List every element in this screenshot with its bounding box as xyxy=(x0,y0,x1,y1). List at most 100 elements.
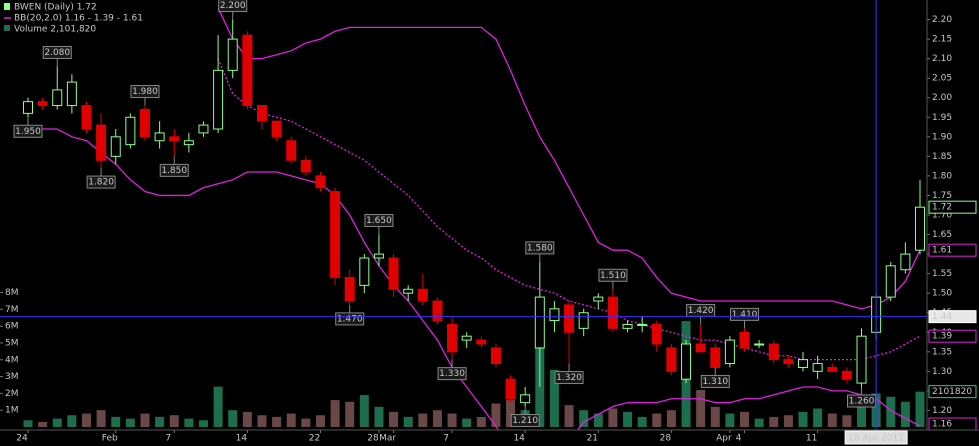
candle-body xyxy=(578,312,589,329)
y-tick-label: 2.00 xyxy=(932,93,952,103)
volume-tick-label: 3M xyxy=(5,372,19,382)
volume-bar xyxy=(111,416,121,427)
annotation: 1.420 xyxy=(688,306,714,316)
volume-bar xyxy=(506,400,516,427)
annotation: 1.850 xyxy=(161,166,187,176)
x-tick-label: 28 xyxy=(660,434,672,444)
x-tick-label: Mar xyxy=(379,434,396,444)
candle-body xyxy=(900,253,911,271)
x-tick-label: Feb xyxy=(102,434,118,444)
candle-body xyxy=(768,343,779,361)
volume-bar xyxy=(257,415,267,427)
volume-tick-label: 7M xyxy=(5,305,19,315)
candle-body xyxy=(695,343,706,353)
candle-body xyxy=(359,257,370,286)
annotation: 1.980 xyxy=(132,87,158,97)
volume-bar xyxy=(23,420,33,427)
y-tick-label: 1.30 xyxy=(932,367,952,377)
volume-bar xyxy=(593,413,603,427)
y-tick-label: 1.85 xyxy=(932,152,952,162)
candle-body xyxy=(856,335,867,384)
candle-body xyxy=(344,277,355,302)
candle-body xyxy=(315,175,326,189)
candle-body xyxy=(593,296,604,302)
candle-body xyxy=(666,347,677,372)
candle-body xyxy=(490,347,501,365)
volume-tick-label: 5M xyxy=(5,338,19,348)
value-box-label: 1.16 xyxy=(932,420,952,430)
candle-body xyxy=(373,253,384,259)
y-tick-label: 1.80 xyxy=(932,171,952,181)
y-tick-label: 1.65 xyxy=(932,230,952,240)
band-lower xyxy=(27,124,921,430)
volume-bar xyxy=(886,396,896,427)
candle-body xyxy=(827,366,838,372)
candle-body xyxy=(81,105,92,130)
candle-body xyxy=(96,124,107,161)
annotation-box xyxy=(364,214,394,228)
candle-body xyxy=(37,101,48,107)
candle-body xyxy=(52,89,63,107)
candle-body xyxy=(242,34,253,107)
x-tick-label: 14 xyxy=(236,434,248,444)
value-box xyxy=(928,329,977,343)
chart-title: BWEN (Daily) 1.72 xyxy=(14,3,97,13)
annotation-box xyxy=(130,85,160,99)
annotation: 1.260 xyxy=(849,397,875,407)
y-tick-label: 1.50 xyxy=(932,289,952,299)
x-tick-label: 11 xyxy=(806,434,817,444)
annotation-box xyxy=(510,414,540,428)
candle-body xyxy=(198,124,209,134)
y-tick-label: 2.10 xyxy=(932,54,952,64)
annotation: 1.950 xyxy=(15,127,41,137)
value-box-label: 2101820 xyxy=(932,387,972,397)
volume-bar xyxy=(38,421,48,427)
volume-bar xyxy=(623,411,633,427)
volume-tick-label: 4M xyxy=(5,355,19,365)
volume-bar xyxy=(447,413,457,427)
candle-body xyxy=(520,394,531,404)
volume-bar xyxy=(67,415,77,427)
candle-body xyxy=(447,323,458,353)
y-tick-label: 2.20 xyxy=(932,15,952,25)
candle-body xyxy=(417,288,428,302)
crosshair-date: 18 Apr 2011 xyxy=(848,434,904,444)
candle-body xyxy=(710,347,721,368)
annotation-box xyxy=(730,307,760,321)
volume-bar xyxy=(242,411,252,427)
legend-entry: Volume 2,101,820 xyxy=(14,25,96,35)
volume-bar xyxy=(637,416,647,427)
volume-tick-label: 8M xyxy=(5,288,19,298)
volume-bar xyxy=(842,415,852,427)
volume-bar xyxy=(900,401,910,427)
volume-bar xyxy=(374,406,384,427)
volume-bar xyxy=(301,418,311,427)
annotation-box xyxy=(13,124,43,138)
y-tick-label: 1.55 xyxy=(932,269,952,279)
volume-bar xyxy=(432,410,442,427)
candle-body xyxy=(139,108,150,138)
annotation: 1.210 xyxy=(512,416,538,426)
candle-body xyxy=(783,359,794,365)
annotation: 1.650 xyxy=(366,216,392,226)
candle-body xyxy=(798,359,809,368)
value-box-label: 1.39 xyxy=(932,332,952,342)
annotation: 1.320 xyxy=(556,373,582,383)
value-box xyxy=(928,200,977,214)
annotation: 1.580 xyxy=(527,243,553,253)
annotation-box xyxy=(159,163,189,177)
candle-body xyxy=(256,105,267,122)
candle-body xyxy=(213,69,224,130)
volume-bar xyxy=(403,416,413,427)
volume-bar xyxy=(96,410,106,427)
volume-bar xyxy=(272,416,282,427)
annotation-box xyxy=(437,367,467,381)
x-tick-label: Apr xyxy=(716,434,732,444)
candle-body xyxy=(885,265,896,298)
volume-bar xyxy=(169,415,179,427)
candle-body xyxy=(607,296,618,329)
annotation: 1.410 xyxy=(732,310,758,320)
y-tick-label: 1.75 xyxy=(932,191,952,201)
candle-body xyxy=(564,304,575,333)
